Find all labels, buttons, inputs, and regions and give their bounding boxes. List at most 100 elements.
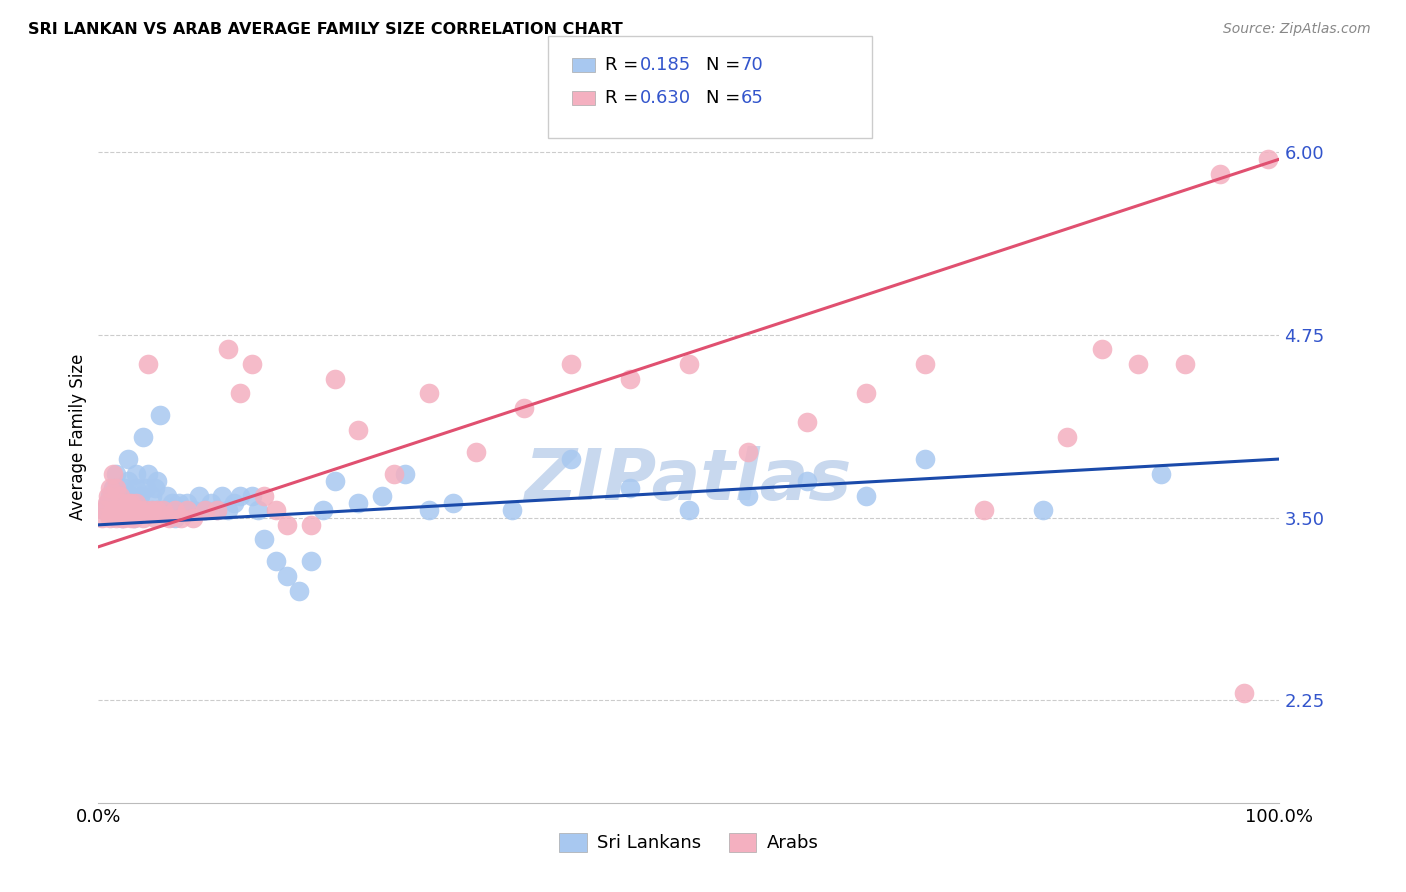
Point: [418, 503, 440, 517]
Point: [108, 503, 131, 517]
Point: [229, 386, 252, 401]
Point: [122, 496, 145, 510]
Point: [117, 452, 139, 467]
Point: [112, 496, 135, 510]
Point: [217, 503, 239, 517]
Point: [136, 357, 159, 371]
Point: [299, 517, 322, 532]
Point: [1091, 343, 1114, 357]
Point: [157, 503, 180, 517]
Point: [288, 583, 311, 598]
Point: [181, 503, 204, 517]
Point: [125, 467, 148, 481]
Point: [125, 481, 148, 495]
Point: [97, 496, 120, 510]
Point: [101, 481, 124, 495]
Point: [105, 481, 128, 495]
Point: [1032, 503, 1054, 517]
Y-axis label: Average Family Size: Average Family Size: [69, 354, 87, 520]
Point: [152, 503, 174, 517]
Point: [737, 444, 759, 458]
Point: [323, 371, 346, 385]
Point: [619, 481, 641, 495]
Text: Source: ZipAtlas.com: Source: ZipAtlas.com: [1223, 22, 1371, 37]
Point: [560, 452, 582, 467]
Point: [93, 503, 115, 517]
Text: SRI LANKAN VS ARAB AVERAGE FAMILY SIZE CORRELATION CHART: SRI LANKAN VS ARAB AVERAGE FAMILY SIZE C…: [28, 22, 623, 37]
Point: [465, 444, 488, 458]
Point: [136, 467, 159, 481]
Point: [1056, 430, 1078, 444]
Point: [101, 503, 124, 517]
Point: [382, 467, 405, 481]
Text: R =: R =: [605, 89, 644, 107]
Point: [187, 489, 209, 503]
Point: [855, 489, 877, 503]
Point: [167, 496, 190, 510]
Point: [973, 503, 995, 517]
Point: [98, 481, 121, 495]
Point: [240, 357, 263, 371]
Point: [121, 496, 143, 510]
Point: [501, 503, 523, 517]
Point: [200, 496, 222, 510]
Point: [157, 510, 180, 524]
Point: [394, 467, 416, 481]
Point: [146, 503, 169, 517]
Point: [111, 510, 134, 524]
Point: [323, 474, 346, 488]
Point: [347, 423, 370, 437]
Point: [211, 489, 233, 503]
Point: [111, 510, 134, 524]
Point: [253, 533, 276, 547]
Point: [122, 510, 145, 524]
Point: [135, 503, 157, 517]
Point: [156, 489, 179, 503]
Text: N =: N =: [706, 89, 745, 107]
Point: [160, 496, 183, 510]
Point: [132, 510, 155, 524]
Point: [101, 467, 124, 481]
Text: R =: R =: [605, 56, 644, 74]
Point: [165, 503, 187, 517]
Point: [112, 510, 135, 524]
Point: [276, 569, 298, 583]
Point: [117, 503, 139, 517]
Point: [1233, 686, 1256, 700]
Point: [264, 503, 287, 517]
Point: [143, 510, 166, 524]
Point: [121, 489, 143, 503]
Point: [122, 503, 145, 517]
Point: [181, 510, 204, 524]
Text: 0.185: 0.185: [640, 56, 690, 74]
Point: [122, 510, 145, 524]
Point: [121, 510, 143, 524]
Point: [117, 496, 139, 510]
Point: [117, 474, 139, 488]
Point: [128, 489, 150, 503]
Point: [1257, 152, 1279, 166]
Point: [98, 489, 121, 503]
Point: [512, 401, 534, 415]
Point: [299, 554, 322, 568]
Point: [128, 503, 150, 517]
Point: [312, 503, 335, 517]
Point: [91, 510, 114, 524]
Point: [111, 496, 134, 510]
Point: [678, 503, 700, 517]
Point: [141, 489, 163, 503]
Point: [1174, 357, 1197, 371]
Point: [194, 503, 217, 517]
Point: [141, 503, 163, 517]
Point: [143, 481, 166, 495]
Point: [149, 408, 172, 422]
Point: [97, 489, 120, 503]
Text: 65: 65: [741, 89, 763, 107]
Point: [96, 496, 118, 510]
Point: [105, 467, 128, 481]
Point: [170, 510, 193, 524]
Point: [1209, 167, 1232, 181]
Point: [108, 503, 131, 517]
Point: [276, 517, 298, 532]
Point: [855, 386, 877, 401]
